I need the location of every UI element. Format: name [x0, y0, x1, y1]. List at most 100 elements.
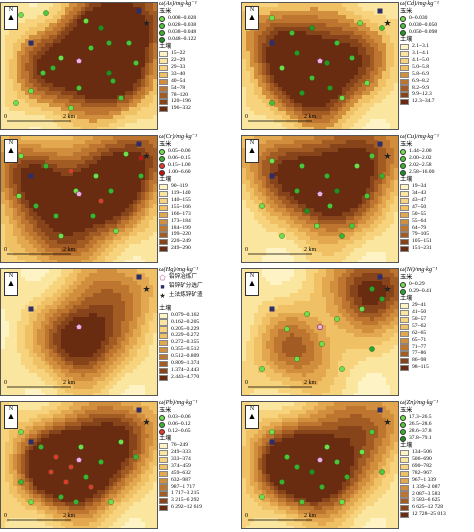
legend-soil-item: 79~105: [400, 232, 474, 239]
legend-soil-item: 0.229~0.272: [159, 333, 233, 340]
legend-dot-icon: [400, 155, 406, 162]
legend-title: ω(Cr)/mg·kg⁻¹: [159, 133, 198, 140]
legend-swatch: [400, 246, 409, 253]
legend-section-corn: 玉米: [400, 406, 413, 414]
sample-point: [369, 429, 375, 435]
smelter-pentagon-marker: [316, 190, 324, 197]
legend-title: ω(Ni)/mg·kg⁻¹: [400, 266, 438, 273]
scale-zero: 0: [4, 513, 7, 519]
sample-point: [40, 70, 46, 76]
panel-hg: ★ N ▲ 0 2 km ω(Hg)/mg·kg⁻¹ ⬠ 铅锌冶炼厂 ■ 铅锌矿分选厂 ★ 土法炼锌矿…: [0, 266, 233, 396]
ore-plant-marker: [269, 173, 275, 179]
sample-point: [98, 459, 104, 465]
ore-plant-marker: [269, 306, 275, 312]
north-arrow-icon: N ▲: [4, 272, 18, 296]
legend-title: ω(Cu)/mg·kg⁻¹: [400, 133, 439, 140]
ore-plant-marker: [136, 8, 142, 14]
legend-point-item: 1.00~6.60: [159, 169, 233, 176]
legend-point-item: 0.008~0.028: [159, 15, 233, 22]
sample-point: [359, 449, 365, 455]
legend-swatch: [159, 218, 168, 225]
legend-soil-item: 140~155: [159, 197, 233, 205]
legend-dot-icon: [400, 15, 406, 22]
legend-dot-icon: [400, 22, 406, 29]
sample-point: [334, 316, 340, 322]
legend-title: ω(Hg)/mg·kg⁻¹: [159, 266, 199, 273]
legend-swatch: [159, 197, 168, 205]
sample-point: [138, 173, 144, 179]
ore-plant-marker: [28, 306, 34, 312]
legend-point-item: 0~0.030: [400, 15, 474, 22]
slag-star-marker: ★: [143, 284, 151, 294]
legend-section-corn: 玉米: [400, 7, 413, 15]
legend-section-corn: 玉米: [159, 7, 172, 15]
legend-section-soil: 土壤: [159, 435, 172, 443]
sample-point: [339, 499, 345, 505]
legend-swatch: [400, 477, 409, 484]
legend-section-soil: 土壤: [400, 176, 413, 184]
legend-swatch: [400, 57, 409, 65]
sample-point: [349, 55, 355, 61]
legend-swatch: [159, 498, 168, 505]
sample-point: [106, 40, 112, 46]
sample-point: [113, 228, 119, 234]
sample-point: [269, 15, 275, 21]
legend-point-item: 0.030~0.050: [400, 22, 474, 29]
sample-point: [289, 30, 295, 36]
legend-soil-item: 2.443~4.770: [159, 374, 233, 381]
legend-section-corn: 玉米: [159, 140, 172, 148]
legend-soil-item: 34~43: [400, 190, 474, 198]
map-cr: ★ N ▲ 0 2 km: [0, 135, 158, 263]
sample-point: [108, 499, 114, 505]
legend-swatch: [400, 197, 409, 205]
sample-point: [18, 153, 24, 159]
sample-point: [334, 188, 340, 194]
scale-label: 2 km: [304, 513, 317, 519]
panel-pb: ★ N ▲ 0 2 km ω(Pb)/mg·kg⁻¹ 玉米 0.03~0.06 0.06~0.1…: [0, 399, 233, 529]
legend-dot-icon: [400, 414, 406, 421]
ore-plant-marker: [377, 8, 383, 14]
legend-swatch: [400, 484, 409, 491]
legend-swatch: [159, 477, 168, 484]
legend-soil-item: 105~151: [400, 238, 474, 246]
sample-point: [309, 469, 315, 475]
panel-as: ★ N ▲ 0 2 km ω(As)/mg·kg⁻¹ 玉米 0.008~0.028 0.028~…: [0, 0, 233, 130]
sample-point: [78, 444, 84, 450]
sample-point: [53, 454, 59, 460]
slag-star-marker: ★: [384, 417, 392, 427]
scale-zero: 0: [245, 114, 248, 120]
legend-swatch: [400, 85, 409, 92]
legend-soil-item: 0.162~0.205: [159, 319, 233, 326]
smelter-pentagon-marker: [75, 456, 83, 463]
legend-soil-item: 2.1~3.1: [400, 43, 474, 51]
legend-swatch: [400, 303, 409, 310]
legend-swatch: [159, 340, 168, 347]
legend-swatch: [159, 463, 168, 470]
legend-dot-icon: [159, 148, 165, 155]
legend-soil-item: 9.9~12.3: [400, 92, 474, 99]
sample-point: [369, 153, 375, 159]
sample-point: [284, 326, 290, 332]
map-as: ★ N ▲ 0 2 km: [0, 2, 158, 130]
legend-soil-item: 50~57: [400, 316, 474, 324]
sample-point: [88, 45, 94, 51]
legend-swatch: [400, 491, 409, 498]
legend-cd: ω(Cd)/mg·kg⁻¹ 玉米 0~0.030 0.030~0.050 0.050~0…: [400, 0, 474, 130]
legend-soil-item: 15~22: [159, 50, 233, 58]
ore-plant-marker: [269, 40, 275, 46]
legend-swatch: [400, 316, 409, 324]
sample-point: [259, 366, 265, 372]
legend-soil-item: 0.079~0.162: [159, 312, 233, 319]
legend-soil-item: 78~120: [159, 92, 233, 99]
smelter-pentagon-marker: [316, 323, 324, 330]
legend-swatch: [400, 239, 409, 246]
legend-point-item: 2.02~2.58: [400, 162, 474, 169]
legend-soil-item: 3.1~4.1: [400, 50, 474, 58]
legend-soil-item: 459~632: [159, 470, 233, 477]
slag-star-marker: ★: [384, 151, 392, 161]
square-icon: ■: [160, 282, 165, 291]
legend-point-item: 0.050~0.098: [400, 29, 474, 36]
legend-soil-item: 6 292~12 619: [159, 504, 233, 512]
legend-soil-item: 0.512~0.809: [159, 353, 233, 361]
legend-soil-item: 184~199: [159, 225, 233, 232]
